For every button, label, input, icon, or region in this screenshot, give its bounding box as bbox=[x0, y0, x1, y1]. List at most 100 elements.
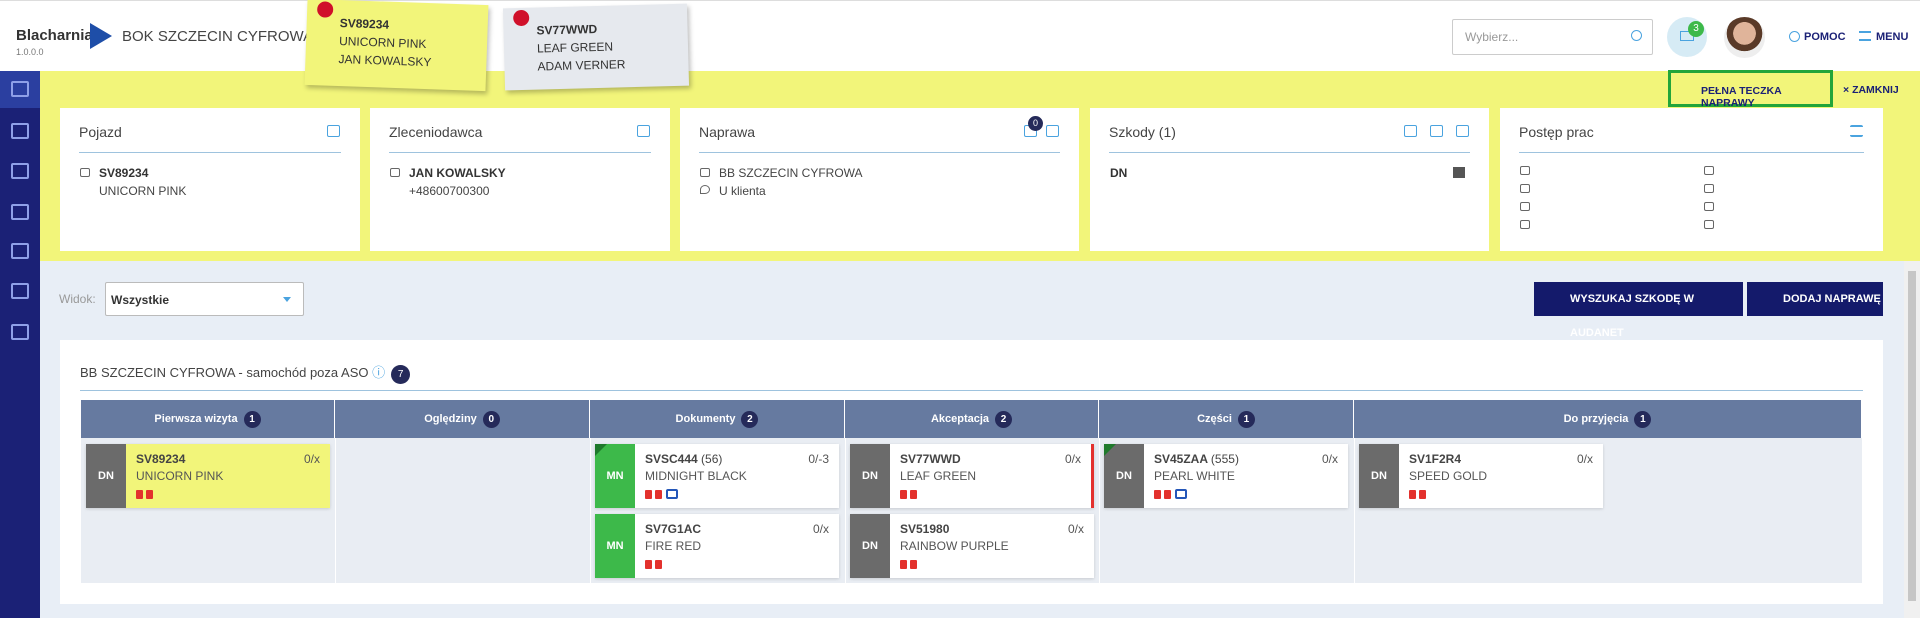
doc-icon bbox=[146, 490, 153, 499]
column-count: 1 bbox=[243, 411, 261, 428]
list-icon[interactable] bbox=[1850, 125, 1863, 137]
menu-icon bbox=[1859, 31, 1871, 41]
repair-card[interactable]: DN SV51980 RAINBOW PURPLE 0/x bbox=[850, 514, 1094, 578]
edit-icon[interactable] bbox=[1046, 125, 1059, 137]
column-header: Do przyjęcia 1 bbox=[1354, 400, 1862, 438]
repair-card[interactable]: DN SV1F2R4 SPEED GOLD 0/x bbox=[1359, 444, 1603, 508]
card-score: 0/x bbox=[303, 452, 320, 466]
audanet-search-button[interactable]: WYSZUKAJ SZKODĘ W AUDANET bbox=[1534, 282, 1743, 339]
edit-icon[interactable] bbox=[327, 125, 340, 137]
column-separator bbox=[1099, 438, 1100, 583]
vehicle-name: UNICORN PINK bbox=[99, 184, 187, 198]
menu-link[interactable]: MENU bbox=[1876, 31, 1909, 43]
progress-icon bbox=[1520, 202, 1530, 211]
edit-icon[interactable] bbox=[1456, 125, 1469, 137]
pin bbox=[513, 9, 530, 27]
board-title-text: BB SZCZECIN CYFROWA - samochód poza ASO bbox=[80, 365, 369, 380]
doc-icon bbox=[1164, 490, 1171, 499]
column-separator bbox=[845, 438, 846, 583]
location[interactable]: BOK SZCZECIN CYFROWA bbox=[122, 28, 314, 45]
card-plate: SV77WWD bbox=[900, 452, 961, 466]
client-name: JAN KOWALSKY bbox=[409, 166, 506, 180]
nav-icon[interactable] bbox=[11, 324, 29, 340]
card-score: 0/x bbox=[1064, 452, 1081, 466]
progress-icon bbox=[1520, 166, 1530, 175]
card-title: Szkody (1) bbox=[1109, 124, 1176, 140]
damages-card: Szkody (1) DN bbox=[1090, 108, 1489, 251]
card-score: 0/-3 bbox=[808, 452, 829, 466]
column-name: Pierwsza wizyta bbox=[154, 413, 238, 425]
nav-icon[interactable] bbox=[11, 163, 29, 179]
column-separator bbox=[590, 438, 591, 583]
column-header: Pierwsza wizyta 1 bbox=[81, 400, 335, 438]
avatar[interactable] bbox=[1724, 17, 1765, 58]
doc-icon bbox=[1419, 490, 1426, 499]
parts-icon bbox=[900, 560, 907, 569]
nav-icon[interactable] bbox=[11, 204, 29, 220]
column-name: Części bbox=[1197, 413, 1232, 425]
card-plate: SV7G1AC bbox=[645, 522, 701, 536]
close-button[interactable]: × ZAMKNIJ bbox=[1843, 84, 1899, 96]
card-plate: SV45ZAA (555) bbox=[1154, 452, 1239, 466]
column-count: 1 bbox=[1237, 411, 1255, 428]
progress-icon bbox=[1704, 202, 1714, 211]
edit-icon[interactable] bbox=[637, 125, 650, 137]
progress-icon bbox=[1704, 166, 1714, 175]
card-score: 0/x bbox=[1321, 452, 1338, 466]
button-label: WYSZUKAJ SZKODĘ W AUDANET bbox=[1570, 293, 1695, 339]
repair-card[interactable]: DN SV89234 UNICORN PINK 0/x bbox=[86, 444, 330, 508]
button-label: DODAJ NAPRAWĘ bbox=[1783, 293, 1881, 305]
column-header: Części 1 bbox=[1099, 400, 1354, 438]
card-title: Postęp prac bbox=[1519, 124, 1594, 140]
column-header: Dokumenty 2 bbox=[590, 400, 845, 438]
view-select[interactable]: Wszystkie bbox=[105, 282, 304, 316]
divider bbox=[79, 152, 341, 153]
card-score: 0/x bbox=[1576, 452, 1593, 466]
help-icon bbox=[1789, 31, 1800, 42]
help-link[interactable]: POMOC bbox=[1804, 31, 1846, 43]
sticky-note[interactable]: SV89234 UNICORN PINK JAN KOWALSKY bbox=[304, 0, 489, 92]
sticky-note[interactable]: SV77WWD LEAF GREEN ADAM VERNER bbox=[502, 3, 690, 91]
nav-icon[interactable] bbox=[11, 283, 29, 299]
column-header: Oględziny 0 bbox=[335, 400, 590, 438]
column-count: 2 bbox=[995, 411, 1013, 428]
card-plate: SV1F2R4 bbox=[1409, 452, 1461, 466]
divider bbox=[389, 152, 651, 153]
card-name: LEAF GREEN bbox=[900, 469, 977, 483]
vehicle-plate: SV89234 bbox=[99, 166, 149, 180]
flag-icon[interactable] bbox=[1430, 125, 1443, 137]
card-name: SPEED GOLD bbox=[1409, 469, 1488, 483]
client-card: Zleceniodawca JAN KOWALSKY +48600700300 bbox=[370, 108, 670, 251]
note-line: JAN KOWALSKY bbox=[338, 51, 432, 70]
messages-button[interactable]: 3 bbox=[1667, 17, 1707, 57]
logo-arrow bbox=[90, 23, 112, 49]
card-title: Pojazd bbox=[79, 124, 122, 140]
plate-extra: (56) bbox=[701, 452, 723, 466]
top-bar: Blacharnia 1.0.0.0 BOK SZCZECIN CYFROWA … bbox=[0, 0, 1920, 71]
repair-card[interactable]: DN SV77WWD LEAF GREEN 0/x bbox=[850, 444, 1094, 508]
damage-code: DN bbox=[1110, 166, 1128, 180]
card-plate: SVSC444 (56) bbox=[645, 452, 722, 466]
add-repair-button[interactable]: DODAJ NAPRAWĘ bbox=[1747, 282, 1883, 316]
full-folder-button[interactable]: PEŁNA TECZKA NAPRAWY bbox=[1668, 70, 1833, 109]
plate-extra: (555) bbox=[1210, 452, 1239, 466]
search-box[interactable]: Wybierz... bbox=[1452, 19, 1653, 55]
sidebar bbox=[0, 71, 40, 618]
nav-icon[interactable] bbox=[11, 81, 29, 97]
progress-icon bbox=[1704, 220, 1714, 229]
note-line: ADAM VERNER bbox=[537, 57, 626, 74]
repair-card[interactable]: DN SV45ZAA (555) PEARL WHITE 0/x bbox=[1104, 444, 1348, 508]
repair-card[interactable]: MN SV7G1AC FIRE RED 0/x bbox=[595, 514, 839, 578]
card-name: MIDNIGHT BLACK bbox=[645, 469, 747, 483]
print-icon[interactable] bbox=[1404, 125, 1417, 137]
nav-icon[interactable] bbox=[11, 243, 29, 259]
nav-icon[interactable] bbox=[11, 123, 29, 139]
parts-icon bbox=[1409, 490, 1416, 499]
car-icon bbox=[80, 168, 90, 177]
repair-card[interactable]: MN SVSC444 (56) MIDNIGHT BLACK 0/-3 bbox=[595, 444, 839, 508]
plate: SV89234 bbox=[136, 452, 186, 466]
client-phone: +48600700300 bbox=[409, 184, 490, 198]
column-name: Dokumenty bbox=[675, 413, 736, 425]
puzzle-icon bbox=[1453, 167, 1465, 178]
